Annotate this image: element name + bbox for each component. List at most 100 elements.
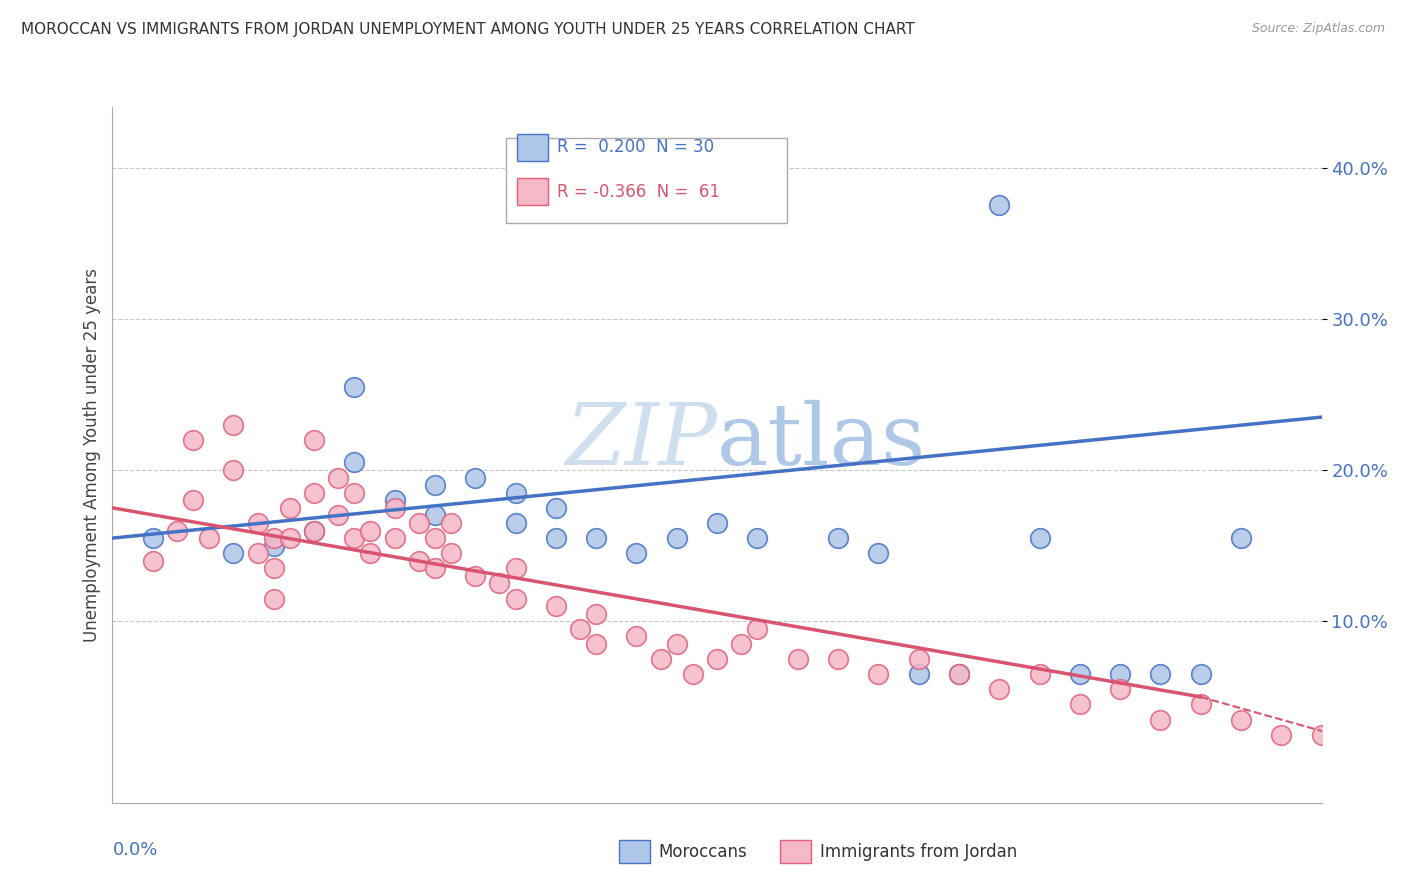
- Point: [907, 667, 929, 681]
- Point: [988, 682, 1011, 697]
- Point: [626, 546, 648, 560]
- Point: [786, 652, 808, 666]
- Point: [544, 531, 567, 545]
- Point: [423, 561, 446, 575]
- Point: [222, 546, 245, 560]
- Point: [1310, 728, 1333, 742]
- Point: [343, 455, 366, 469]
- Text: ZIP: ZIP: [565, 400, 717, 483]
- Point: [1109, 667, 1132, 681]
- Point: [948, 667, 970, 681]
- Point: [988, 198, 1011, 212]
- Point: [585, 637, 607, 651]
- Point: [1028, 531, 1050, 545]
- Point: [1351, 743, 1374, 757]
- Point: [263, 561, 285, 575]
- Point: [181, 433, 204, 447]
- Point: [440, 546, 463, 560]
- Text: Moroccans: Moroccans: [658, 843, 747, 861]
- Point: [569, 622, 592, 636]
- Point: [464, 470, 486, 484]
- Point: [868, 546, 890, 560]
- Point: [278, 531, 301, 545]
- Point: [1230, 531, 1253, 545]
- Point: [682, 667, 704, 681]
- Point: [166, 524, 188, 538]
- Point: [505, 591, 527, 606]
- Point: [278, 500, 301, 515]
- Point: [706, 652, 728, 666]
- Point: [343, 380, 366, 394]
- Point: [464, 569, 486, 583]
- Point: [505, 485, 527, 500]
- Point: [1109, 682, 1132, 697]
- Point: [408, 516, 430, 530]
- Point: [384, 531, 406, 545]
- Point: [1028, 667, 1050, 681]
- Point: [359, 546, 381, 560]
- Point: [747, 622, 769, 636]
- Point: [222, 463, 245, 477]
- Point: [198, 531, 221, 545]
- Point: [142, 554, 165, 568]
- Text: 0.0%: 0.0%: [112, 841, 157, 859]
- Point: [827, 652, 849, 666]
- Point: [665, 637, 688, 651]
- Point: [384, 493, 406, 508]
- Point: [181, 493, 204, 508]
- Point: [142, 531, 165, 545]
- Point: [423, 508, 446, 523]
- Text: Immigrants from Jordan: Immigrants from Jordan: [820, 843, 1017, 861]
- Point: [246, 546, 269, 560]
- Point: [706, 516, 728, 530]
- Point: [263, 591, 285, 606]
- Point: [488, 576, 510, 591]
- Point: [1189, 698, 1212, 712]
- Point: [505, 561, 527, 575]
- Point: [868, 667, 890, 681]
- Point: [665, 531, 688, 545]
- Point: [585, 607, 607, 621]
- Point: [544, 599, 567, 614]
- Point: [1149, 713, 1171, 727]
- Point: [222, 417, 245, 432]
- Point: [505, 516, 527, 530]
- Point: [263, 531, 285, 545]
- Point: [1069, 698, 1091, 712]
- Point: [423, 478, 446, 492]
- Point: [359, 524, 381, 538]
- Point: [747, 531, 769, 545]
- Point: [948, 667, 970, 681]
- Point: [263, 539, 285, 553]
- Text: MOROCCAN VS IMMIGRANTS FROM JORDAN UNEMPLOYMENT AMONG YOUTH UNDER 25 YEARS CORRE: MOROCCAN VS IMMIGRANTS FROM JORDAN UNEMP…: [21, 22, 915, 37]
- Point: [302, 433, 325, 447]
- Point: [907, 652, 929, 666]
- Text: R = -0.366  N =  61: R = -0.366 N = 61: [557, 183, 720, 201]
- Point: [343, 485, 366, 500]
- Point: [384, 500, 406, 515]
- Point: [827, 531, 849, 545]
- Y-axis label: Unemployment Among Youth under 25 years: Unemployment Among Youth under 25 years: [83, 268, 101, 642]
- Text: R =  0.200  N = 30: R = 0.200 N = 30: [557, 138, 714, 156]
- Point: [302, 524, 325, 538]
- Point: [302, 524, 325, 538]
- Point: [328, 470, 350, 484]
- Text: Source: ZipAtlas.com: Source: ZipAtlas.com: [1251, 22, 1385, 36]
- Point: [343, 531, 366, 545]
- Point: [1149, 667, 1171, 681]
- Point: [1230, 713, 1253, 727]
- Point: [1270, 728, 1292, 742]
- Point: [302, 485, 325, 500]
- Point: [408, 554, 430, 568]
- Point: [440, 516, 463, 530]
- Point: [544, 500, 567, 515]
- Point: [650, 652, 672, 666]
- Point: [730, 637, 752, 651]
- Point: [328, 508, 350, 523]
- Point: [246, 516, 269, 530]
- Point: [1189, 667, 1212, 681]
- Text: atlas: atlas: [717, 400, 927, 483]
- Point: [585, 531, 607, 545]
- Point: [1069, 667, 1091, 681]
- Point: [626, 629, 648, 643]
